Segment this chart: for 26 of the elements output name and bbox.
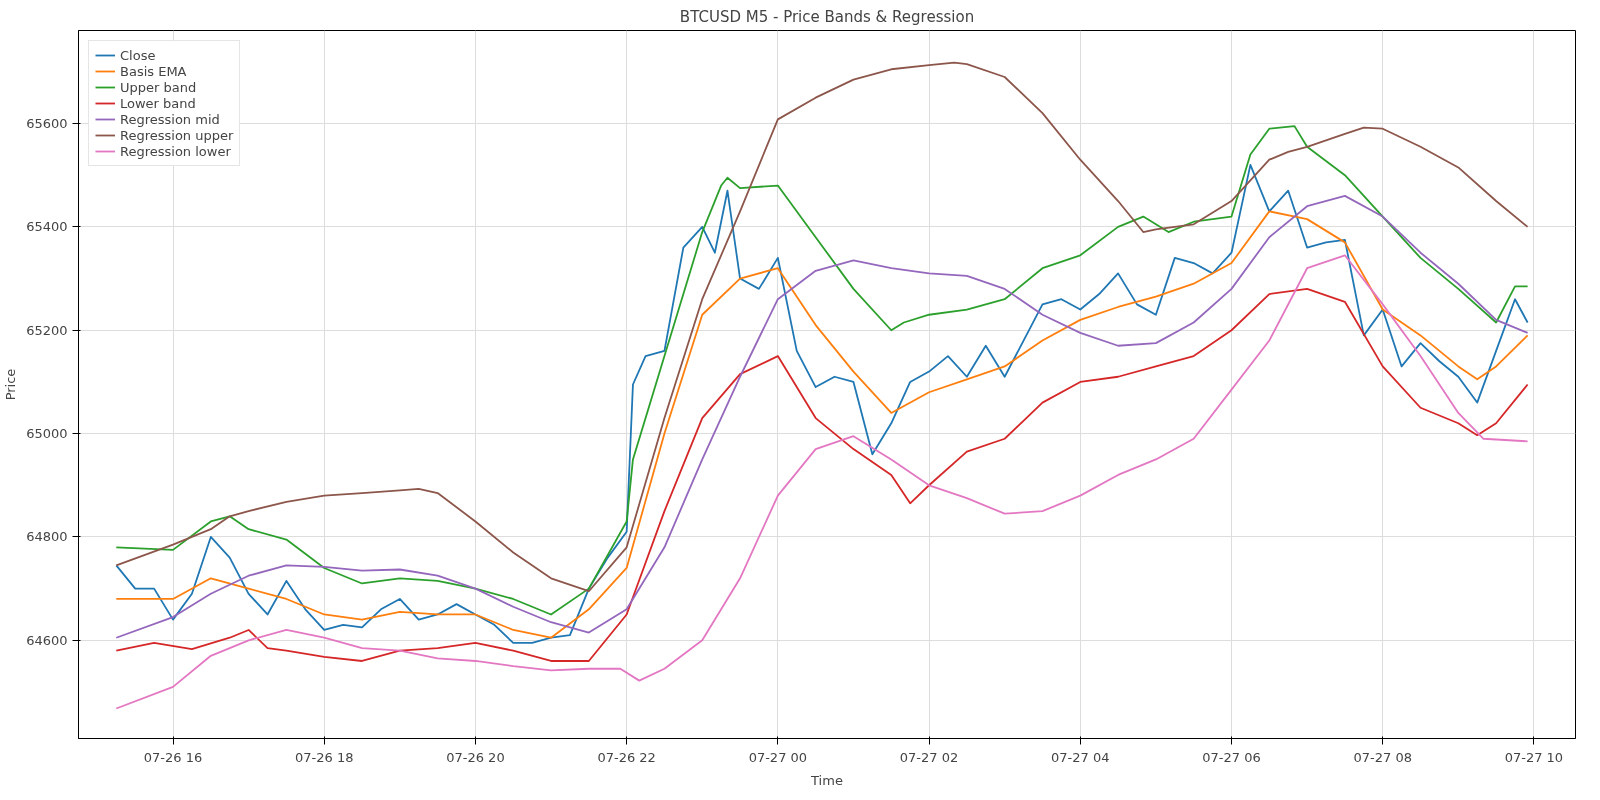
legend-label: Regression upper — [120, 127, 234, 143]
legend-label: Upper band — [120, 79, 197, 95]
y-axis-title: Price — [3, 368, 19, 401]
legend-label: Regression mid — [120, 111, 220, 127]
x-tick-label: 07-26 22 — [597, 749, 656, 765]
x-tick-label: 07-27 00 — [748, 749, 808, 765]
x-tick-label: 07-26 18 — [295, 749, 354, 765]
x-axis-title: Time — [810, 772, 843, 788]
x-tick-label: 07-26 20 — [446, 749, 505, 765]
x-tick-label: 07-27 06 — [1202, 749, 1261, 765]
x-tick-label: 07-26 16 — [143, 749, 203, 765]
y-tick-label: 65000 — [26, 426, 68, 442]
x-tick-label: 07-27 10 — [1504, 749, 1564, 765]
chart-title: BTCUSD M5 - Price Bands & Regression — [679, 7, 975, 26]
x-tick-label: 07-27 04 — [1051, 749, 1110, 765]
y-tick-label: 65600 — [26, 116, 68, 132]
x-tick-label: 07-27 02 — [899, 749, 959, 765]
legend-label: Lower band — [120, 95, 196, 111]
legend-label: Regression lower — [120, 143, 231, 159]
y-tick-label: 65200 — [26, 322, 68, 338]
x-tick-label: 07-27 08 — [1353, 749, 1412, 765]
y-tick-label: 64800 — [26, 529, 68, 545]
y-tick-label: 64600 — [26, 632, 68, 648]
legend-label: Close — [120, 47, 156, 63]
y-tick-label: 65400 — [26, 219, 68, 235]
legend-label: Basis EMA — [120, 63, 187, 79]
